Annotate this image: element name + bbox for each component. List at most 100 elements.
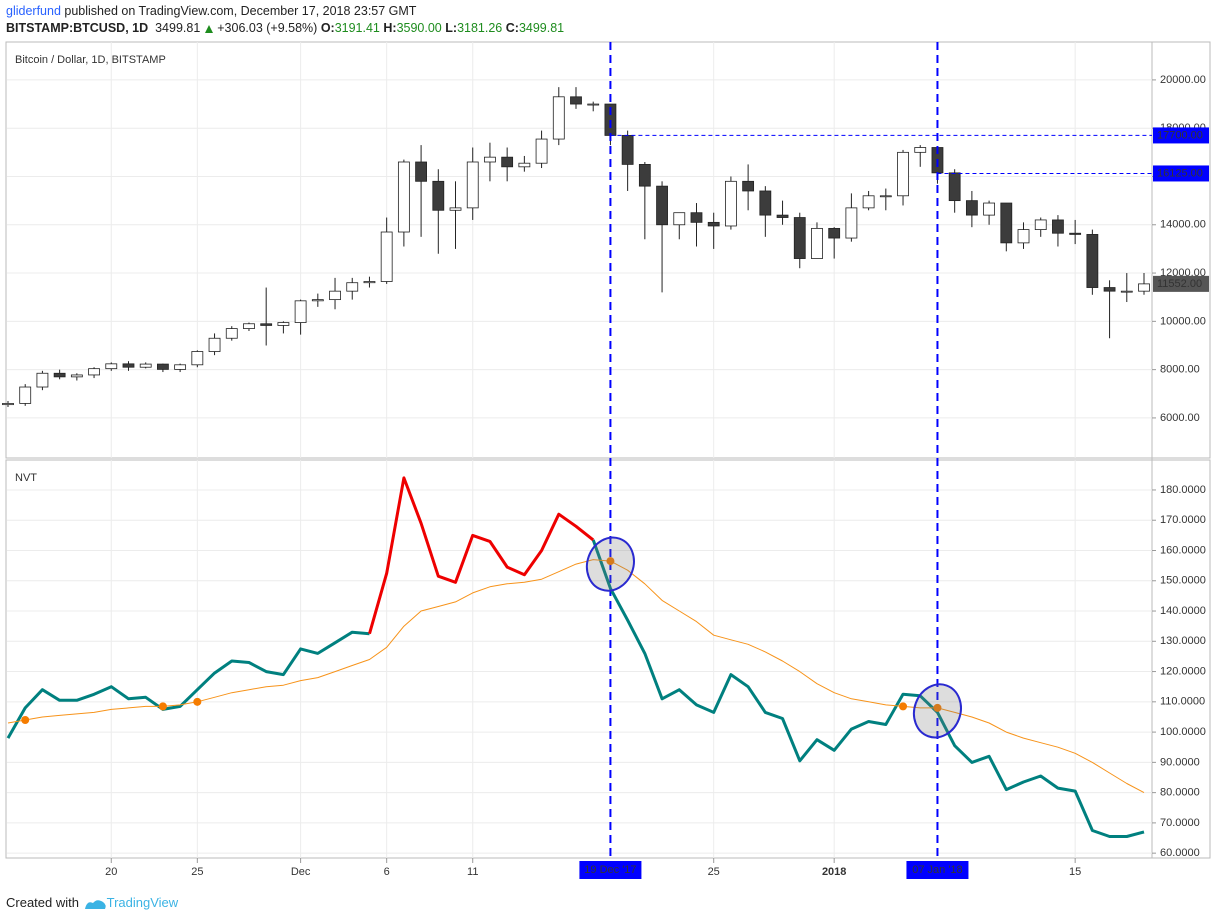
candle-body [225,328,238,339]
change: +306.03 (+9.58%) [217,21,318,35]
y-tick-label: 14000.00 [1160,219,1206,231]
candle-body [139,363,152,368]
candle-body [776,214,789,218]
candle-body [965,200,978,216]
candle-body [587,103,600,106]
cross-dot [933,703,942,712]
candle-body [552,96,565,140]
y-tick-label: 70.0000 [1160,817,1200,829]
author[interactable]: gliderfund [6,4,61,18]
highlight-ellipse [912,683,962,739]
candle-body [1034,219,1047,230]
brand[interactable]: TradingView [106,895,179,910]
candle-body [948,172,961,202]
candle-body [2,403,14,406]
y-tick-label: 10000.00 [1160,315,1206,327]
candle-body [570,96,582,105]
candle-body [845,207,858,239]
candle-body [690,212,703,223]
high: 3590.00 [396,21,442,35]
up-arrow [204,24,213,33]
panel-frame [5,459,1211,859]
candle-body [1000,202,1013,244]
candle-body [725,180,737,227]
candle-body [19,386,32,404]
candle-body [656,185,668,226]
candle-body [518,162,531,168]
candle-body [88,368,100,376]
candle-body [983,202,995,216]
low-label: L: [445,21,458,35]
candle-body [1120,290,1133,293]
x-tick-label: 20 [105,866,117,878]
created-with: Created with [6,895,79,910]
close: 3499.81 [518,21,565,35]
x-tick-label: 11 [467,866,478,878]
candle-body [1052,219,1064,234]
panel-title: NVT [15,472,37,484]
last-price-label: 11552.00 [1157,278,1202,290]
candle-body [466,161,479,209]
candle-body [1103,287,1116,292]
annotation-price-box [1153,165,1209,182]
nvt-line [368,476,595,635]
candle-body [501,156,514,168]
candle-body [811,227,823,259]
candle-body [70,374,83,378]
candle-body [415,161,427,182]
y-tick-label: 8000.00 [1160,364,1200,376]
close-label: C: [505,21,519,35]
cross-dot [193,697,202,706]
candle-body [363,281,376,284]
panel-title: Bitcoin / Dollar, 1D, BITSTAMP [15,54,166,66]
open-label: O: [320,21,335,35]
cross-dot [21,715,30,724]
y-tick-label: 20000.00 [1160,74,1206,86]
candle-body [793,217,806,259]
y-tick-label: 150.0000 [1160,575,1206,587]
publish-line: gliderfund published on TradingView.com,… [6,4,416,18]
y-tick-label: 90.0000 [1160,756,1200,768]
candle-body [1017,229,1030,244]
x-tick-label: 25 [191,866,203,878]
candle-body [707,221,720,227]
y-tick-label: 130.0000 [1160,635,1206,647]
candle-body [432,180,445,211]
logo [84,899,106,909]
y-tick-label: 80.0000 [1160,787,1200,799]
candle-body [1086,234,1099,288]
candle-body [742,180,755,192]
y-tick-label: 180.0000 [1160,484,1206,496]
candle-body [277,322,290,326]
candle-body [380,231,393,282]
annotation-price-box [1153,127,1209,144]
candle-body [914,147,927,153]
candle-body [1138,283,1150,292]
candle-body [346,282,359,292]
candle-body [260,323,273,326]
candle-body [105,363,118,370]
candle-body [36,372,49,388]
y-tick-label: 60.0000 [1160,847,1200,859]
last-price-box [1153,275,1209,292]
candle-body [862,195,875,209]
candle-body [329,290,341,301]
nvt-line [6,539,1145,838]
open: 3191.41 [334,21,380,35]
candle-body [535,138,548,164]
candle-body [53,372,66,378]
candle-body [243,323,255,329]
candle-body [897,151,909,197]
candle-body [1069,232,1082,235]
x-tick-label: 15 [1069,866,1081,878]
candle-body [484,156,496,163]
y-tick-label: 160.0000 [1160,544,1206,556]
low: 3181.26 [457,21,503,35]
x-tick-label: Dec [291,866,311,878]
symbol: BITSTAMP:BTCUSD, 1D [6,21,149,35]
candle-body [673,212,686,226]
footer: Created with TradingView [6,895,178,911]
annotation-price-label: 17700.00 [1157,129,1203,141]
